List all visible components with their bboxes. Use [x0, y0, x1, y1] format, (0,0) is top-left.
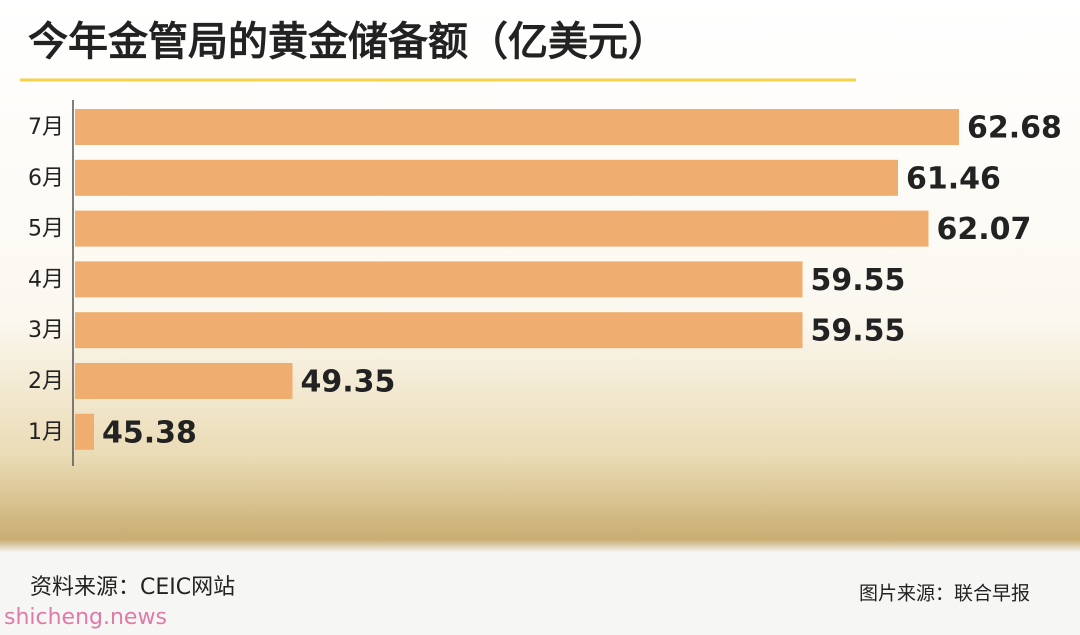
y-tick-label: 7月	[28, 115, 64, 140]
source: 资料来源：CEIC网站	[30, 575, 235, 600]
value-label: 62.68	[967, 111, 1062, 146]
y-tick-label: 3月	[28, 318, 64, 343]
y-tick-label: 5月	[28, 217, 64, 242]
watermark: shicheng.news	[4, 605, 167, 630]
bar	[75, 109, 959, 145]
bar	[75, 159, 898, 196]
y-tick-label: 1月	[28, 420, 64, 445]
y-tick-label: 2月	[28, 369, 64, 394]
bar	[75, 210, 929, 247]
y-tick-label: 4月	[28, 267, 64, 292]
y-tick-label: 6月	[28, 166, 64, 191]
chart-title: 今年金管局的黄金储备额（亿美元）	[28, 19, 668, 65]
bar	[75, 312, 803, 349]
value-label: 45.38	[102, 415, 197, 450]
bar	[75, 413, 94, 450]
bar	[75, 261, 803, 298]
value-label: 61.46	[906, 161, 1001, 196]
value-label: 59.55	[811, 263, 906, 298]
value-label: 49.35	[301, 365, 396, 400]
credit: 图片来源：联合早报	[859, 583, 1030, 605]
value-label: 62.07	[937, 212, 1032, 247]
value-label: 59.55	[811, 314, 906, 349]
bar	[75, 363, 293, 399]
